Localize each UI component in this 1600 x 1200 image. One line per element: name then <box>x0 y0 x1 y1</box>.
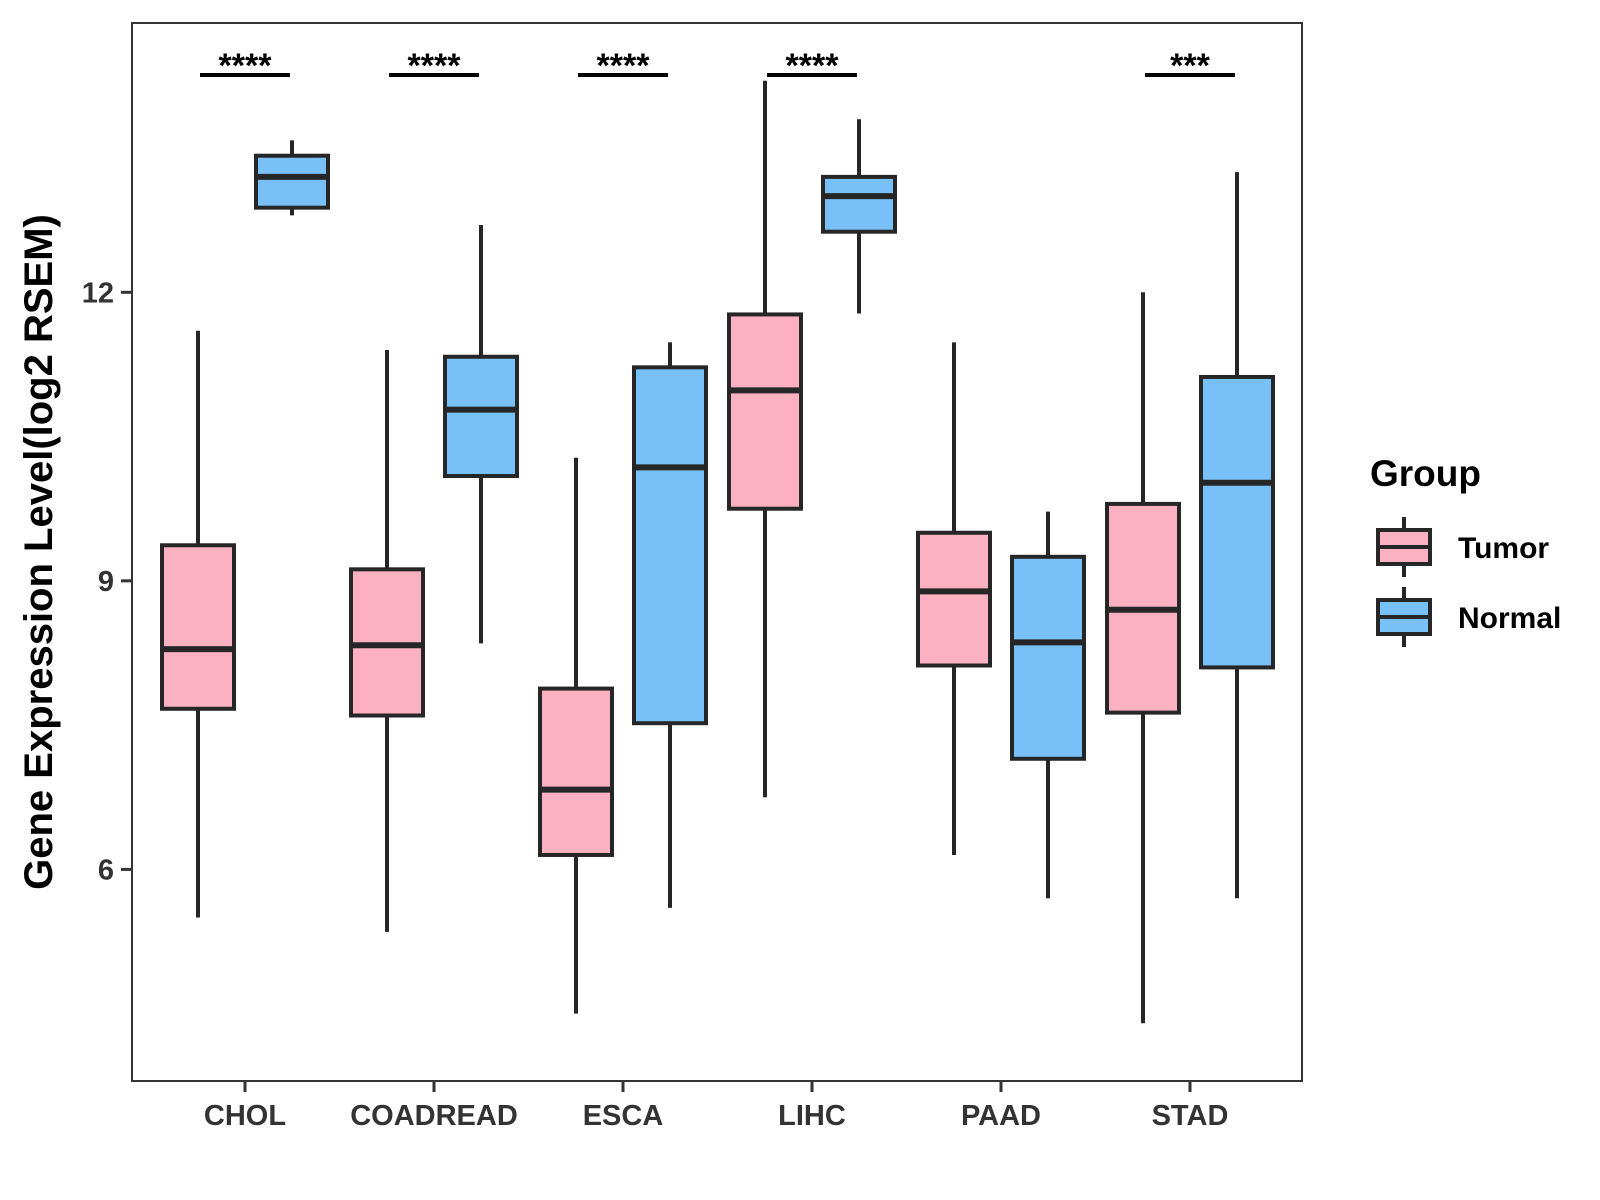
legend-label-tumor: Tumor <box>1458 532 1549 565</box>
box-tumor-coadread <box>349 350 425 932</box>
x-tick-label-stad: STAD <box>1152 1100 1229 1132</box>
box-normal-paad <box>1010 511 1086 899</box>
significance-label-stad: *** <box>1170 47 1210 85</box>
box-tumor-lihc <box>727 80 803 798</box>
box-iqr <box>254 153 330 210</box>
box-iqr <box>160 543 236 711</box>
plot-area: **** **** **** **** *** <box>160 47 1275 1024</box>
legend-label-normal: Normal <box>1458 602 1561 635</box>
significance-label-chol: **** <box>219 47 273 85</box>
box-iqr <box>916 530 992 668</box>
significance-label-lihc: **** <box>786 47 840 85</box>
box-tumor-stad <box>1105 292 1181 1024</box>
box-iqr <box>632 365 708 726</box>
box-iqr <box>1010 554 1086 761</box>
box-iqr <box>821 174 897 234</box>
x-tick-label-coadread: COADREAD <box>350 1100 518 1132</box>
box-normal-esca <box>632 342 708 908</box>
axes: CHOL COADREAD ESCA LIHC PAAD STAD 6 9 12 <box>82 277 1229 1132</box>
x-tick-label-paad: PAAD <box>961 1100 1041 1132</box>
plot-border <box>131 22 1303 1082</box>
box-iqr <box>1199 374 1275 670</box>
legend-key-normal <box>1376 587 1432 647</box>
x-tick-label-chol: CHOL <box>204 1100 286 1132</box>
y-tick-label-12: 12 <box>82 277 114 309</box>
significance-label-esca: **** <box>597 47 651 85</box>
legend-title: Group <box>1370 453 1481 494</box>
box-tumor-chol <box>160 330 236 918</box>
box-iqr <box>443 354 519 479</box>
y-tick-label-6: 6 <box>98 854 114 886</box>
box-tumor-esca <box>538 457 614 1014</box>
box-iqr <box>727 312 803 511</box>
x-tick-label-esca: ESCA <box>583 1100 664 1132</box>
box-normal-lihc <box>821 119 897 314</box>
box-tumor-paad <box>916 342 992 855</box>
box-normal-stad <box>1199 172 1275 899</box>
x-tick-label-lihc: LIHC <box>778 1100 846 1132</box>
significance-label-coadread: **** <box>408 47 462 85</box>
box-normal-chol <box>254 140 330 216</box>
legend: Group Tumor Normal <box>1370 453 1561 647</box>
legend-key-tumor <box>1376 517 1432 577</box>
y-axis-label: Gene Expression Level(log2 RSEM) <box>17 214 61 890</box>
box-iqr <box>538 686 614 857</box>
y-tick-label-9: 9 <box>98 566 114 598</box>
box-normal-coadread <box>443 224 519 644</box>
